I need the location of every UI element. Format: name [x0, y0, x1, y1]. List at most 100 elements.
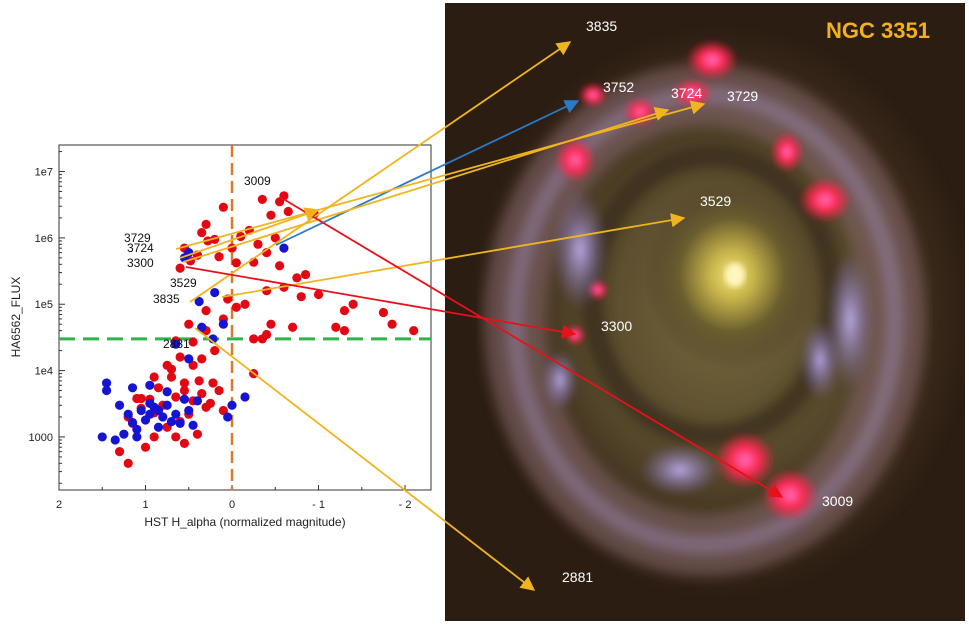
scatter-point-red [188, 337, 198, 347]
x-tick-label: 1 [142, 499, 148, 511]
scatter-point-red [339, 306, 350, 316]
scatter-point-blue [145, 409, 155, 419]
scatter-point-red [214, 385, 224, 396]
scatter-point-red [140, 442, 151, 452]
scatter-point-red [149, 432, 159, 442]
y-tick-label: 1e7 [35, 167, 53, 179]
hii-region [762, 469, 818, 521]
scatter-point-blue [153, 422, 164, 432]
scatter-point-red [210, 346, 220, 356]
scatter-point-blue [197, 322, 207, 332]
scatter-point-blue [110, 435, 120, 445]
scatter-point-red [387, 319, 397, 329]
y-tick-label: 1000 [29, 432, 53, 444]
scatter-point-red [197, 228, 207, 238]
scatter-point-red [194, 376, 204, 386]
scatter-point-red [257, 194, 267, 205]
scatter-point-blue [210, 287, 220, 298]
connector-arrow [279, 196, 784, 498]
plot-axes: 2 1 0 - 1 - 2 1000 1e4 1e5 1e6 1e7 [29, 151, 412, 511]
y-tick-label: 1e4 [35, 366, 53, 378]
scatter-point-blue [101, 385, 112, 396]
scatter-point-red [270, 233, 280, 243]
scatter-point-blue [171, 339, 181, 349]
image-label-3529: 3529 [700, 193, 731, 209]
hii-region [715, 432, 775, 488]
blue-star-cloud [640, 444, 720, 496]
scatter-point-red [175, 263, 185, 273]
scatter-point-red [275, 261, 285, 271]
x-tick-label: 0 [229, 499, 235, 511]
scatter-point-red [331, 322, 341, 332]
scatter-point-blue [223, 412, 233, 422]
scatter-point-red [266, 210, 276, 220]
scatter-point-red [348, 299, 358, 309]
hii-region [771, 132, 803, 172]
galaxy-image [445, 3, 965, 621]
connector-arrows [175, 41, 784, 591]
image-label-3009: 3009 [822, 493, 853, 509]
scatter-point-blue [127, 417, 138, 428]
scatter-point-red [175, 352, 185, 362]
scatter-point-red [179, 385, 190, 396]
scatter-point-red [283, 206, 293, 217]
connector-arrow [194, 327, 536, 591]
hii-region [565, 325, 585, 345]
scatter-point-blue [188, 420, 198, 430]
scatter-point-blue [175, 418, 185, 428]
scatter-point-red [231, 302, 241, 312]
connector-arrow [185, 266, 577, 339]
plot-annotation-3300: 3300 [127, 256, 154, 270]
image-label-2881: 2881 [562, 569, 593, 585]
plot-annotation-3529: 3529 [170, 276, 197, 290]
scatter-point-red [192, 429, 203, 439]
scatter-point-red [378, 307, 389, 318]
scatter-point-red [171, 432, 181, 442]
hii-region [555, 138, 595, 182]
hii-region [799, 178, 851, 222]
scatter-point-red [208, 378, 218, 388]
connector-arrow [182, 107, 670, 263]
x-tick-label: - 2 [399, 499, 412, 511]
scatter-point-blue [114, 400, 125, 410]
scatter-point-blue [218, 319, 228, 329]
scatter-point-red [179, 438, 190, 448]
scatter-point-blue [166, 417, 177, 427]
hii-region [672, 79, 712, 107]
y-axis-label: HA6562_FLUX [9, 277, 23, 358]
scatter-point-red [149, 372, 159, 382]
scatter-point-red [214, 252, 224, 262]
scatter-point-red [409, 326, 419, 336]
scatter-point-red [136, 393, 146, 404]
scatter-point-red [179, 378, 190, 388]
scatter-point-red [123, 458, 133, 468]
connector-arrow [179, 207, 320, 259]
scatter-point-blue [123, 409, 133, 419]
scatter-point-red [300, 269, 311, 280]
scatter-point-blue [145, 398, 155, 409]
x-tick-label: - 1 [312, 499, 325, 511]
image-label-3729: 3729 [727, 88, 758, 104]
scatter-point-red [262, 329, 272, 340]
scatter-point-red [313, 289, 324, 300]
plot-annotation-3009: 3009 [244, 174, 271, 188]
scatter-point-red [171, 392, 181, 402]
y-tick-label: 1e6 [35, 233, 53, 245]
scatter-point-blue [184, 354, 194, 364]
scatter-point-blue [136, 405, 146, 416]
scatter-point-blue [119, 429, 129, 439]
scatter-point-red [249, 334, 259, 344]
blue-star-cloud [542, 350, 578, 410]
scatter-point-red [197, 388, 207, 399]
scatter-point-red [201, 306, 211, 316]
galaxy-title: NGC 3351 [826, 18, 930, 43]
scatter-point-blue [179, 394, 190, 404]
scatter-point-blue [101, 378, 112, 388]
image-label-3835: 3835 [586, 18, 617, 34]
connector-arrow [221, 213, 686, 298]
plot-annotation-3729: 3729 [124, 231, 151, 245]
scatter-point-red [231, 258, 241, 268]
hii-region [686, 40, 738, 80]
